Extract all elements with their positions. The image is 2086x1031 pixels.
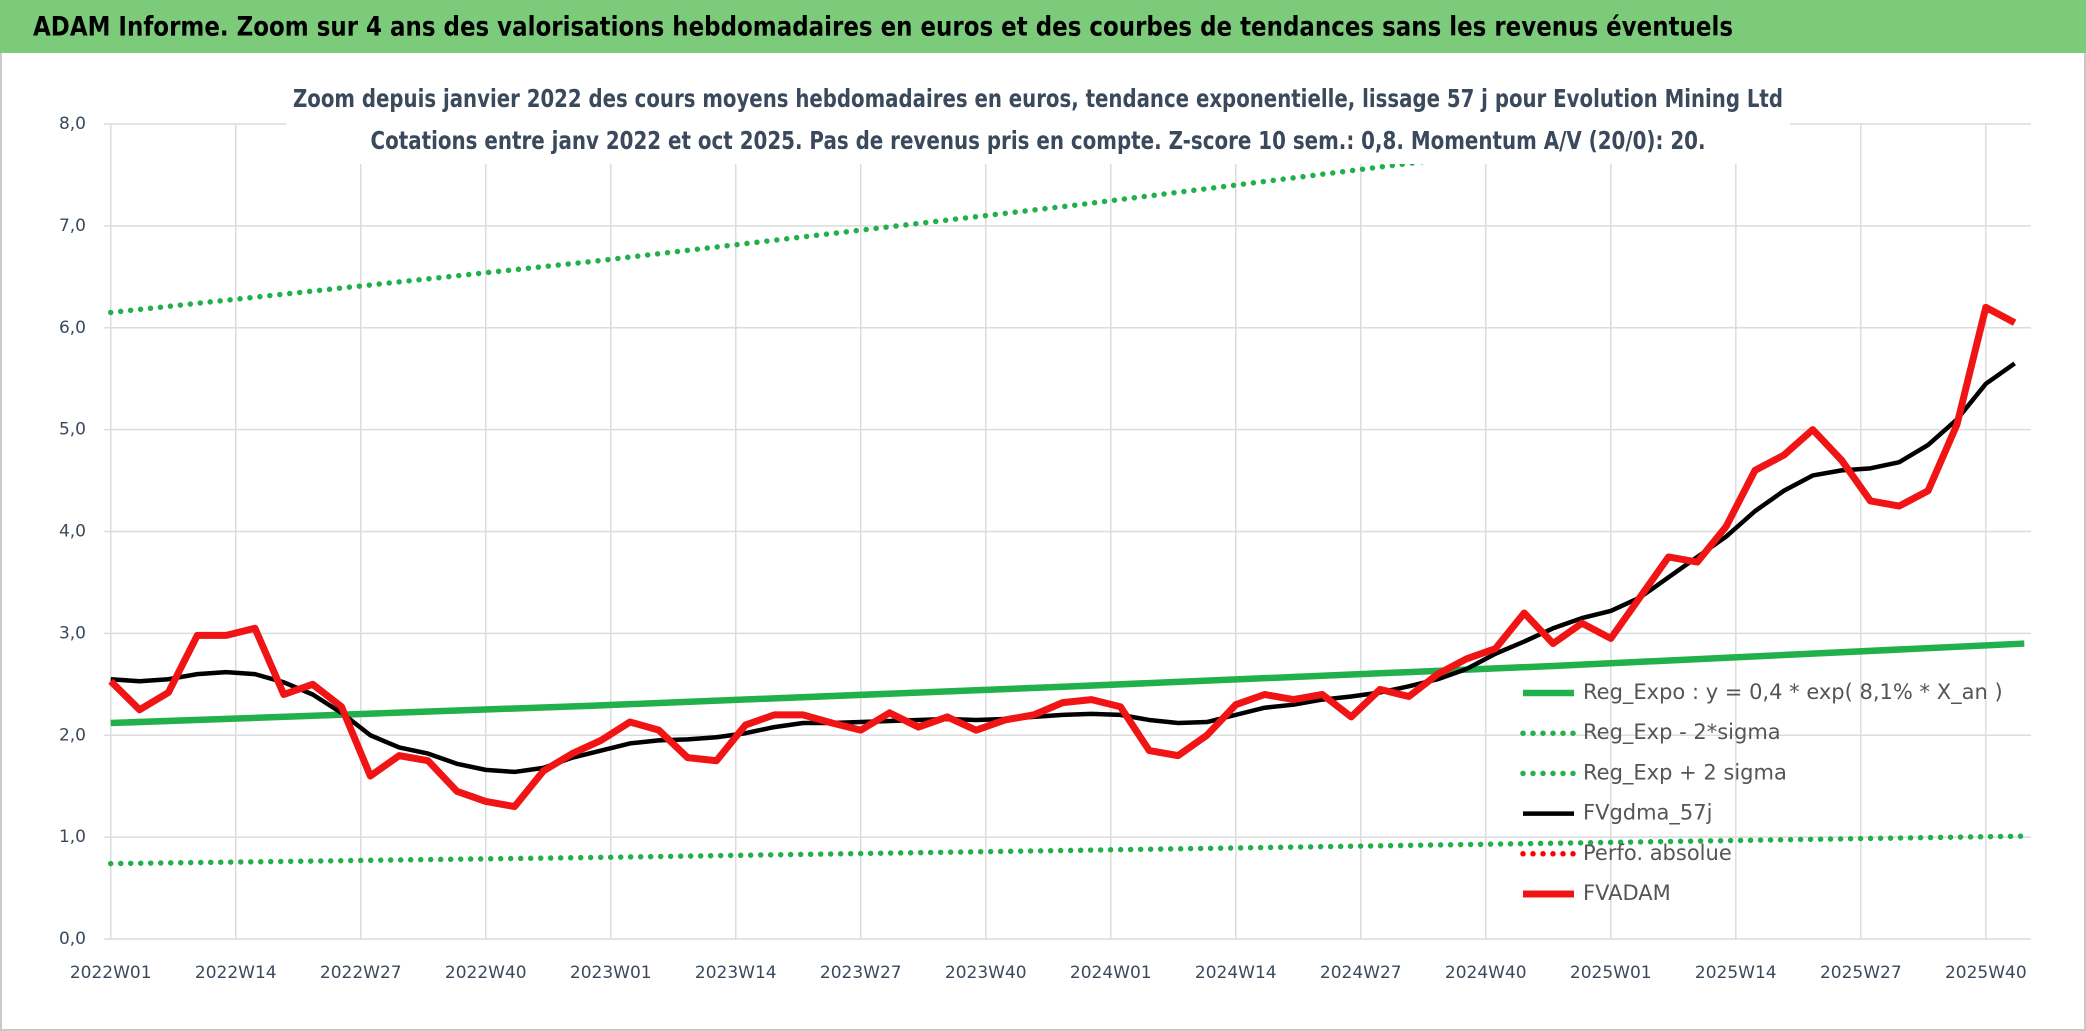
- x-tick-label: 2024W27: [1320, 963, 1402, 983]
- x-tick-label: 2023W27: [820, 963, 902, 983]
- x-tick-label: 2022W40: [445, 963, 527, 983]
- y-tick-label: 8,0: [59, 114, 86, 134]
- x-tick-label: 2025W14: [1695, 963, 1777, 983]
- title-box: [286, 78, 1790, 164]
- x-tick-label: 2022W01: [70, 963, 152, 983]
- x-tick-label: 2023W40: [945, 963, 1027, 983]
- x-tick-label: 2023W01: [570, 963, 652, 983]
- legend-label: FVgdma_57j: [1583, 801, 1713, 826]
- banner-title: ADAM Informe. Zoom sur 4 ans des valoris…: [33, 12, 1733, 43]
- y-tick-label: 0,0: [59, 929, 86, 949]
- legend-label: Reg_Expo : y = 0,4 * exp( 8,1% * X_an ): [1583, 680, 2003, 705]
- legend-label: Reg_Exp + 2 sigma: [1583, 760, 1787, 785]
- chart-subtitle: Cotations entre janv 2022 et oct 2025. P…: [371, 126, 1706, 155]
- banner-bg: [0, 0, 2086, 53]
- x-tick-label: 2025W40: [1945, 963, 2027, 983]
- y-tick-label: 3,0: [59, 623, 86, 643]
- x-tick-label: 2025W27: [1820, 963, 1902, 983]
- x-tick-label: 2025W01: [1570, 963, 1652, 983]
- x-tick-label: 2024W01: [1070, 963, 1152, 983]
- chart-title: Zoom depuis janvier 2022 des cours moyen…: [293, 84, 1783, 113]
- y-tick-label: 4,0: [59, 522, 86, 542]
- series-line: [108, 303, 2017, 811]
- x-tick-label: 2024W14: [1195, 963, 1277, 983]
- x-tick-label: 2023W14: [695, 963, 777, 983]
- y-tick-label: 7,0: [59, 216, 86, 236]
- x-tick-label: 2024W40: [1445, 963, 1527, 983]
- legend-label: FVADAM: [1583, 881, 1671, 905]
- y-tick-label: 6,0: [59, 318, 86, 338]
- series-line: [110, 640, 2025, 727]
- y-tick-label: 2,0: [59, 725, 86, 745]
- legend-label: Perfo. absolue: [1583, 841, 1732, 865]
- series-line: [107, 833, 2028, 867]
- x-tick-label: 2022W14: [195, 963, 277, 983]
- x-tick-label: 2022W27: [320, 963, 402, 983]
- y-tick-label: 5,0: [59, 420, 86, 440]
- y-tick-label: 1,0: [59, 827, 86, 847]
- legend-label: Reg_Exp - 2*sigma: [1583, 720, 1781, 745]
